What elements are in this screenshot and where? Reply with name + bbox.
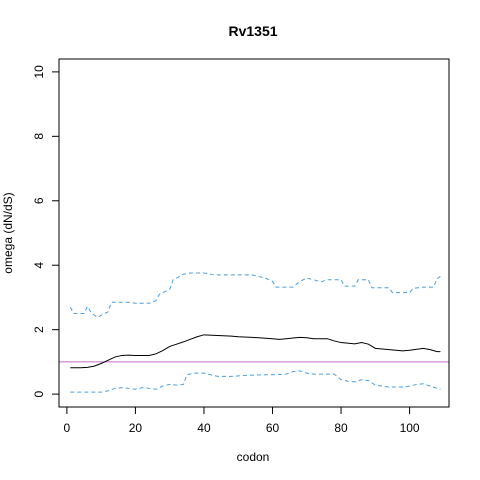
y-axis-title: omega (dN/dS) [1,192,15,273]
x-axis-title: codon [237,450,270,464]
x-tick-label: 60 [266,421,280,435]
plot-area [59,272,449,393]
series-line-2 [69,272,441,319]
x-tick-label: 80 [334,421,348,435]
x-tick-label: 0 [64,421,71,435]
series-line-1 [70,334,441,369]
y-axis: 0 2 4 6 8 10 [32,65,60,397]
y-tick-label: 2 [32,326,46,333]
chart-title: Rv1351 [228,23,277,39]
y-tick-label: 8 [32,133,46,140]
y-tick-label: 6 [32,197,46,204]
x-tick-label: 40 [197,421,211,435]
x-tick-label: 100 [400,421,420,435]
y-tick-label: 10 [32,65,46,79]
x-tick-label: 20 [129,421,143,435]
y-tick-label: 0 [32,390,46,397]
y-tick-label: 4 [32,262,46,269]
x-axis: 0 20 40 60 80 100 [64,406,420,435]
series-line-3 [70,370,441,393]
